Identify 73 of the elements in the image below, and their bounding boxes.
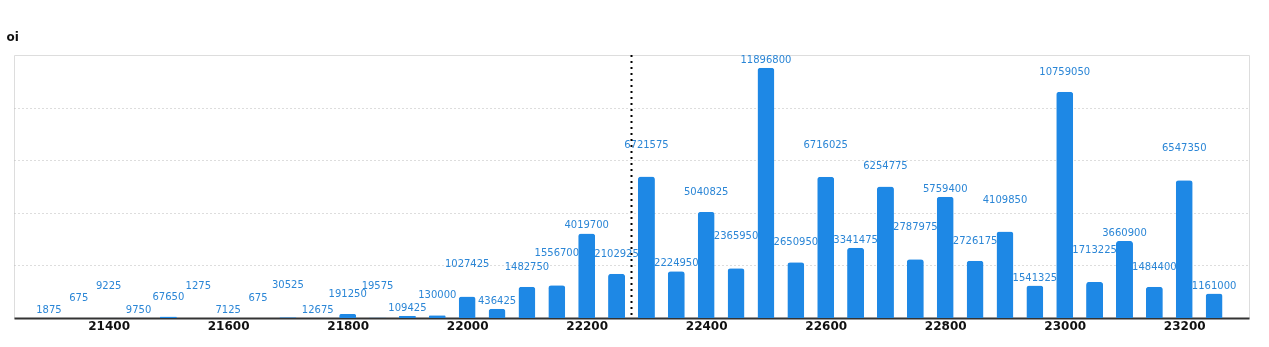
data-label: 3660900 [1102, 226, 1147, 238]
x-tick-label: 23200 [1163, 318, 1206, 333]
x-tick-label: 22200 [566, 318, 609, 333]
data-label: 1875 [36, 303, 62, 315]
data-label: 5040825 [683, 185, 729, 197]
x-tick-label: 21800 [327, 318, 370, 333]
data-label: 11896800 [740, 53, 792, 65]
bar [488, 308, 506, 318]
x-tick-label: 23000 [1044, 318, 1087, 333]
data-label: 30525 [272, 279, 304, 291]
bar [1175, 180, 1193, 318]
data-label: 109425 [388, 301, 427, 313]
data-label: 1713225 [1072, 243, 1117, 255]
bar [637, 176, 655, 318]
data-label: 1541325 [1012, 271, 1058, 283]
bar [1026, 285, 1044, 318]
bar [817, 176, 835, 318]
data-label: 6716025 [803, 138, 848, 150]
bar [757, 67, 775, 318]
data-label: 2650950 [773, 236, 819, 248]
data-label: 4109850 [982, 193, 1028, 205]
bar [1145, 286, 1163, 318]
data-label: 12675 [301, 303, 334, 315]
data-label: 9225 [95, 279, 122, 291]
x-tick-label: 22600 [805, 318, 848, 333]
data-label: 1482750 [504, 260, 550, 272]
bar [339, 313, 357, 318]
data-label: 1027425 [444, 258, 490, 270]
data-label: 3341475 [833, 233, 878, 245]
data-label: 436425 [477, 294, 517, 306]
data-label: 1484400 [1132, 260, 1177, 272]
bar [667, 271, 685, 318]
data-label: 6547350 [1161, 142, 1207, 154]
bar [548, 285, 566, 318]
bar [458, 296, 476, 318]
bar [996, 231, 1014, 318]
bar [966, 260, 984, 318]
data-label: 67650 [152, 290, 185, 302]
data-label: 1161000 [1191, 279, 1237, 291]
bar [1205, 293, 1223, 318]
data-label: 675 [69, 291, 89, 303]
data-label: 5759400 [922, 182, 968, 194]
bar [727, 268, 745, 318]
data-label: 1275 [185, 279, 211, 291]
data-label: 2365950 [713, 230, 759, 242]
bar [936, 196, 954, 318]
bar [1086, 281, 1104, 318]
bar [876, 186, 894, 318]
bar [518, 286, 536, 318]
x-tick-label: 21600 [207, 318, 250, 333]
bar [1056, 91, 1074, 318]
bar [787, 262, 805, 318]
data-label: 6721575 [624, 138, 669, 150]
data-label: 2102925 [594, 247, 639, 259]
bar [578, 233, 596, 318]
data-label: 130000 [418, 289, 457, 301]
data-label: 675 [248, 291, 268, 303]
x-tick-label: 22800 [924, 318, 967, 333]
x-tick-label: 22400 [685, 318, 728, 333]
data-label: 7125 [215, 303, 241, 315]
x-tick-label: 21400 [88, 318, 131, 333]
y-axis-title: oi [6, 29, 19, 44]
bar [1115, 240, 1133, 318]
data-label: 9750 [125, 303, 152, 315]
x-tick-label: 22000 [446, 318, 489, 333]
bar [906, 259, 924, 318]
data-label: 6254775 [863, 160, 908, 172]
bar [697, 211, 715, 318]
bar [608, 273, 626, 318]
data-label: 4019700 [564, 219, 609, 231]
data-label: 2726175 [952, 234, 998, 246]
bar [847, 247, 865, 318]
data-label: 10759050 [1039, 65, 1091, 77]
